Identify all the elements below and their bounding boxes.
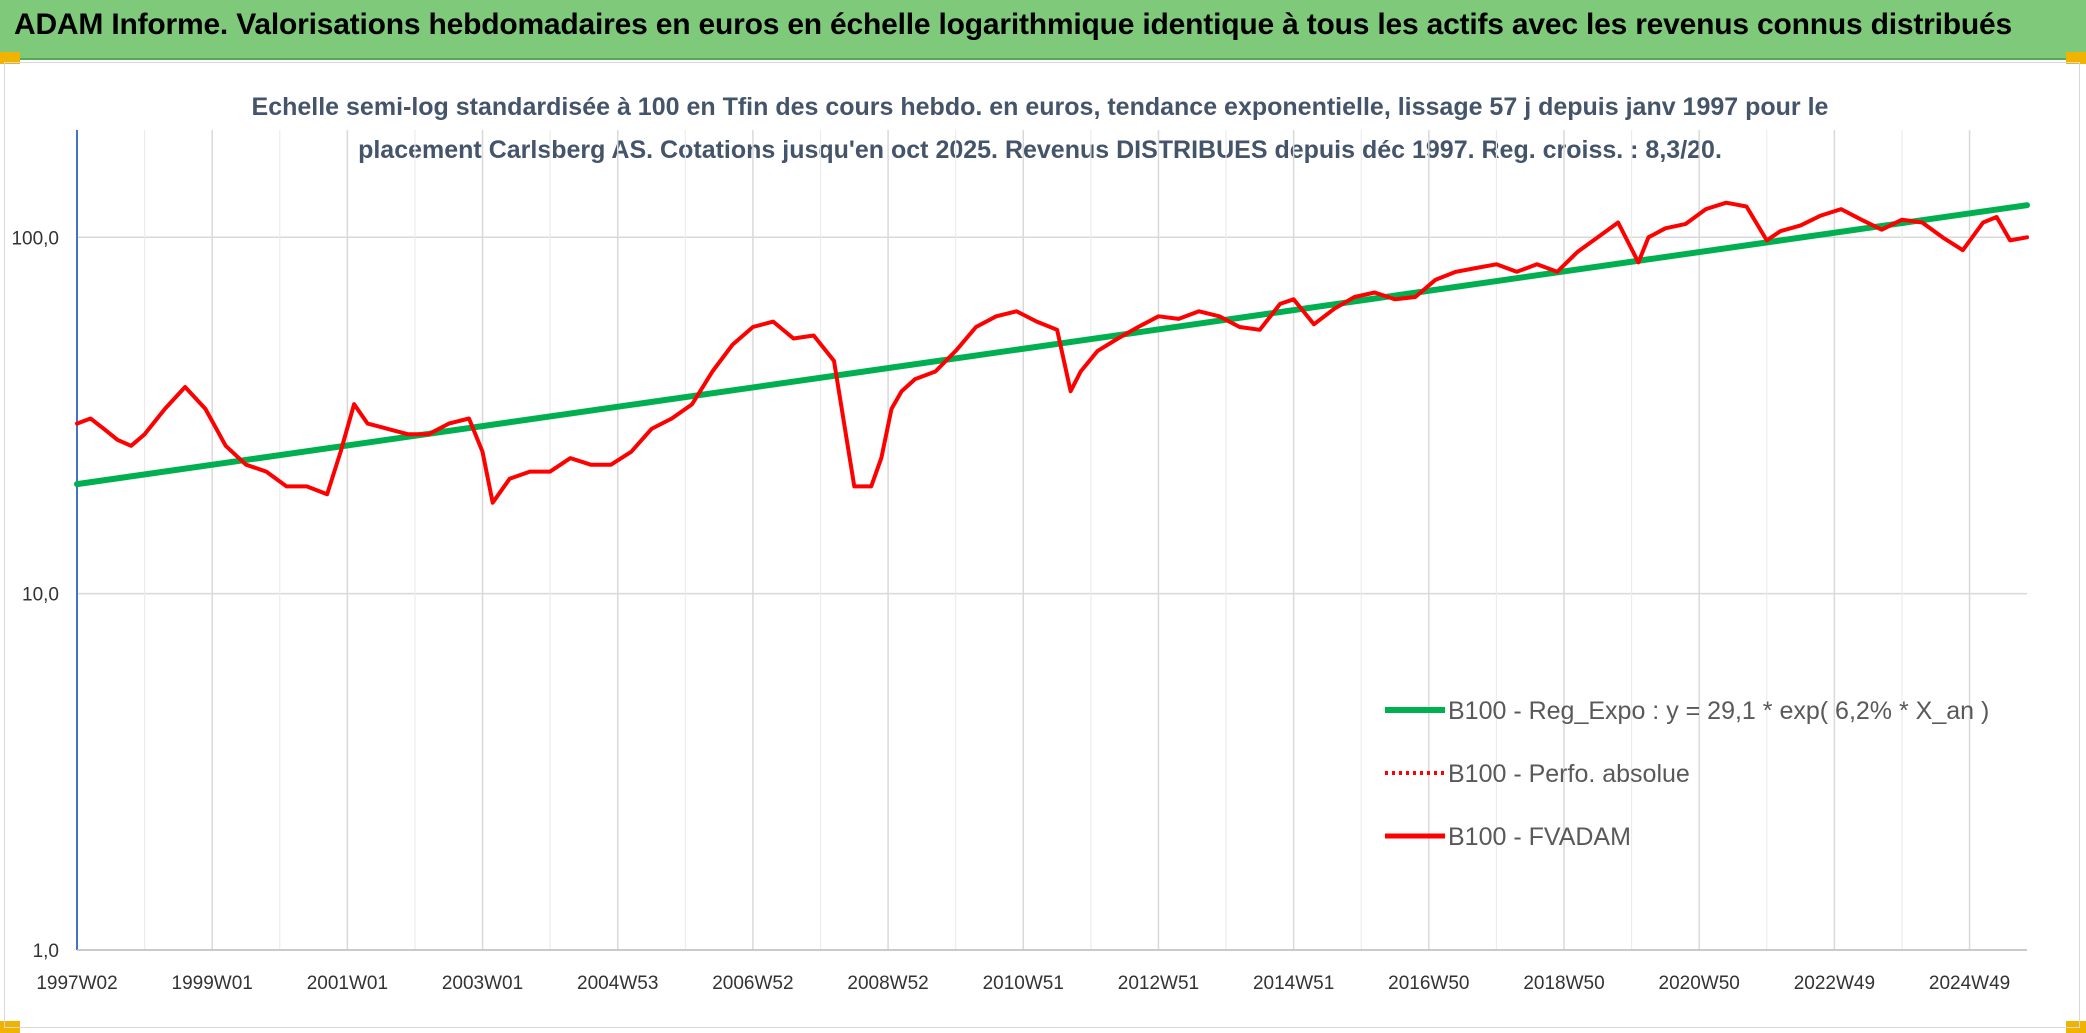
y-tick-label: 100,0 <box>11 228 59 249</box>
x-tick-label: 2010W51 <box>983 973 1064 994</box>
report-banner: ADAM Informe. Valorisations hebdomadaire… <box>0 0 2086 60</box>
x-tick-label: 2004W53 <box>577 973 658 994</box>
x-tick-label: 1997W02 <box>36 973 117 994</box>
x-tick-label: 2001W01 <box>307 973 388 994</box>
corner-marker-top-left <box>0 52 20 64</box>
legend-label: B100 - Perfo. absolue <box>1448 760 1690 788</box>
series-group <box>74 200 2030 505</box>
fvadam-series-line <box>75 200 2029 505</box>
corner-marker-top-right <box>2066 52 2086 64</box>
legend-label: B100 - Reg_Expo : y = 29,1 * exp( 6,2% *… <box>1448 697 1989 725</box>
chart-frame <box>4 62 2080 1028</box>
legend: B100 - Reg_Expo : y = 29,1 * exp( 6,2% *… <box>1385 697 1989 851</box>
trend-line-series <box>74 202 2030 488</box>
x-tick-label: 2008W52 <box>847 973 928 994</box>
x-tick-label: 2024W49 <box>1929 973 2010 994</box>
chart-title-line-2: placement Carlsberg AS. Cotations jusqu'… <box>358 136 1722 164</box>
x-tick-label: 2020W50 <box>1659 973 1740 994</box>
chart-title-line-1: Echelle semi-log standardisée à 100 en T… <box>252 93 1829 121</box>
y-tick-label: 1,0 <box>33 941 59 962</box>
legend-label: B100 - FVADAM <box>1448 823 1631 851</box>
x-tick-label: 2016W50 <box>1388 973 1469 994</box>
y-tick-label: 10,0 <box>22 585 59 606</box>
report-title: ADAM Informe. Valorisations hebdomadaire… <box>14 8 2012 41</box>
chart-title-group: Echelle semi-log standardisée à 100 en T… <box>252 93 1829 164</box>
x-tick-label: 2003W01 <box>442 973 523 994</box>
x-tick-label: 2014W51 <box>1253 973 1334 994</box>
gridlines <box>76 130 2027 951</box>
x-tick-label: 2006W52 <box>712 973 793 994</box>
axes: 1,0 10,0 100,0 1997W02 1999W01 2001W01 2003W01… <box>11 130 2027 994</box>
x-tick-label: 2012W51 <box>1118 973 1199 994</box>
x-tick-label: 2018W50 <box>1523 973 1604 994</box>
x-tick-label: 1999W01 <box>172 973 253 994</box>
x-tick-label: 2022W49 <box>1794 973 1875 994</box>
